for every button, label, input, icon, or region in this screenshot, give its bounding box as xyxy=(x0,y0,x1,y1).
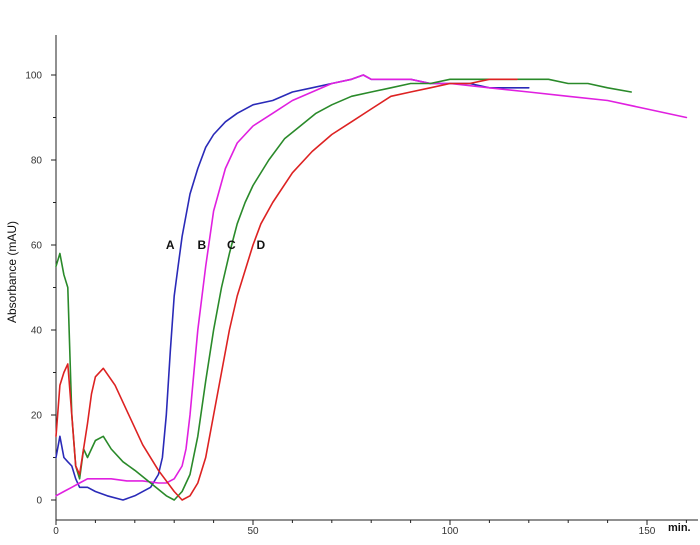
curve-labels: A B C D xyxy=(166,238,266,252)
x-tick-label: 0 xyxy=(53,526,59,537)
x-axis-ticks: 0 50 100 150 xyxy=(53,520,687,537)
y-tick-label: 0 xyxy=(36,496,42,507)
series-line-a xyxy=(55,74,530,501)
x-tick-label: 150 xyxy=(639,526,656,537)
y-tick-label: 60 xyxy=(31,241,43,252)
y-axis-label: Absorbance (mAU) xyxy=(5,221,19,323)
y-axis-ticks: 0 20 40 60 80 100 xyxy=(25,71,56,507)
series-line-c xyxy=(55,78,632,501)
axes xyxy=(55,35,698,521)
curve-label-a: A xyxy=(166,238,175,252)
y-tick-label: 100 xyxy=(25,71,42,82)
curve-label-d: D xyxy=(257,238,266,252)
x-axis-label: min. xyxy=(668,522,691,534)
curve-label-c: C xyxy=(227,238,236,252)
y-tick-label: 40 xyxy=(31,326,43,337)
series-line-b xyxy=(55,74,688,497)
x-tick-label: 50 xyxy=(247,526,259,537)
series-lines xyxy=(55,74,688,501)
y-tick-label: 80 xyxy=(31,156,43,167)
curve-label-b: B xyxy=(197,238,206,252)
y-tick-label: 20 xyxy=(31,411,43,422)
series-line-d xyxy=(55,78,518,501)
x-tick-label: 100 xyxy=(442,526,459,537)
